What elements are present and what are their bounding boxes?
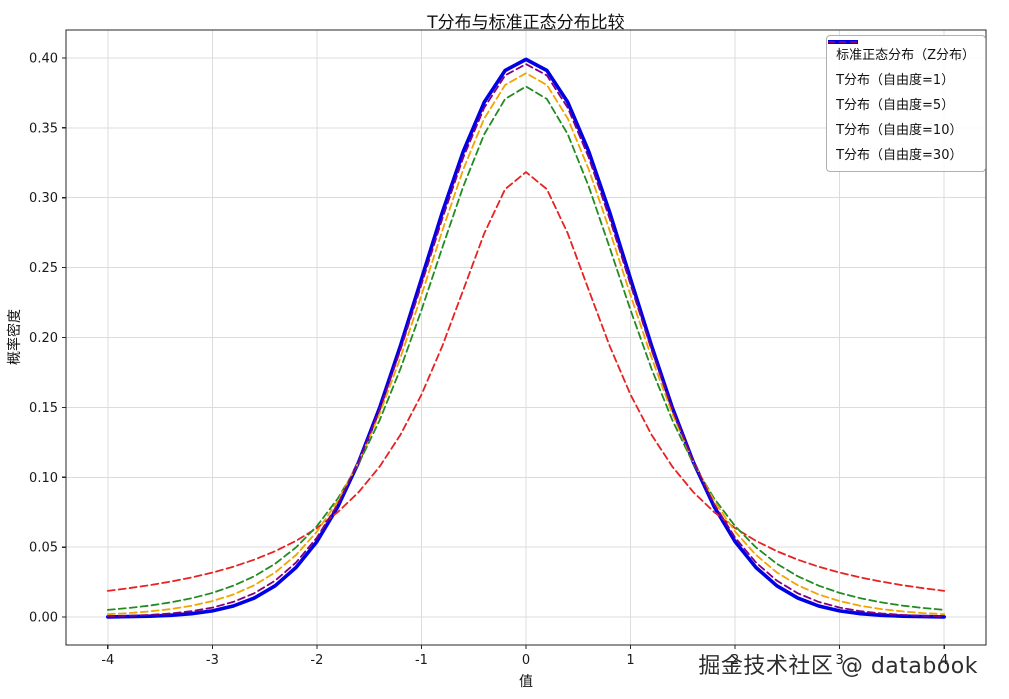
- y-tick-label: 0.40: [29, 51, 58, 66]
- legend-label: T分布（自由度=5）: [836, 98, 955, 113]
- y-tick-label: 0.25: [29, 261, 58, 276]
- chart-title: T分布与标准正态分布比较: [427, 13, 625, 33]
- y-tick-label: 0.20: [29, 331, 58, 346]
- legend-item-2: T分布（自由度=5）: [828, 41, 975, 113]
- y-tick-label: 0.30: [29, 191, 58, 206]
- y-tick-label: 0.10: [29, 471, 58, 486]
- legend-label: 标准正态分布（Z分布）: [836, 48, 975, 63]
- series-line-3: [106, 72, 946, 616]
- series-line-2: [106, 85, 946, 611]
- x-tick-label: 0: [522, 653, 530, 668]
- series-line-1: [106, 171, 946, 592]
- x-tick-label: 1: [626, 653, 634, 668]
- legend: 标准正态分布（Z分布） T分布（自由度=1） T分布（自由度=5） T分布（自由度=1…: [826, 35, 986, 172]
- y-axis-label: 概率密度: [7, 309, 23, 365]
- x-tick-label: -4: [101, 653, 114, 668]
- x-tick-label: -2: [310, 653, 323, 668]
- x-tick-label: 4: [940, 653, 948, 668]
- legend-item-1: T分布（自由度=1）: [828, 41, 975, 88]
- x-tick-label: -1: [415, 653, 428, 668]
- legend-line-sample: [828, 41, 859, 43]
- legend-item-4: T分布（自由度=30）: [828, 41, 975, 163]
- legend-item-3: T分布（自由度=10）: [828, 41, 975, 138]
- y-tick-label: 0.35: [29, 121, 58, 136]
- series-line-0: [106, 57, 946, 619]
- x-tick-label: 2: [731, 653, 739, 668]
- x-tick-label: -3: [206, 653, 219, 668]
- x-tick-label: 3: [835, 653, 843, 668]
- legend-label: T分布（自由度=10）: [836, 123, 963, 138]
- x-axis-label: 值: [519, 674, 533, 690]
- y-tick-label: 0.05: [29, 541, 58, 556]
- y-tick-label: 0.00: [29, 611, 58, 626]
- legend-label: T分布（自由度=30）: [836, 148, 963, 163]
- series-line-4: [106, 63, 946, 618]
- y-tick-label: 0.15: [29, 401, 58, 416]
- watermark: 掘金技术社区 @ databook: [698, 654, 978, 679]
- legend-label: T分布（自由度=1）: [836, 73, 955, 88]
